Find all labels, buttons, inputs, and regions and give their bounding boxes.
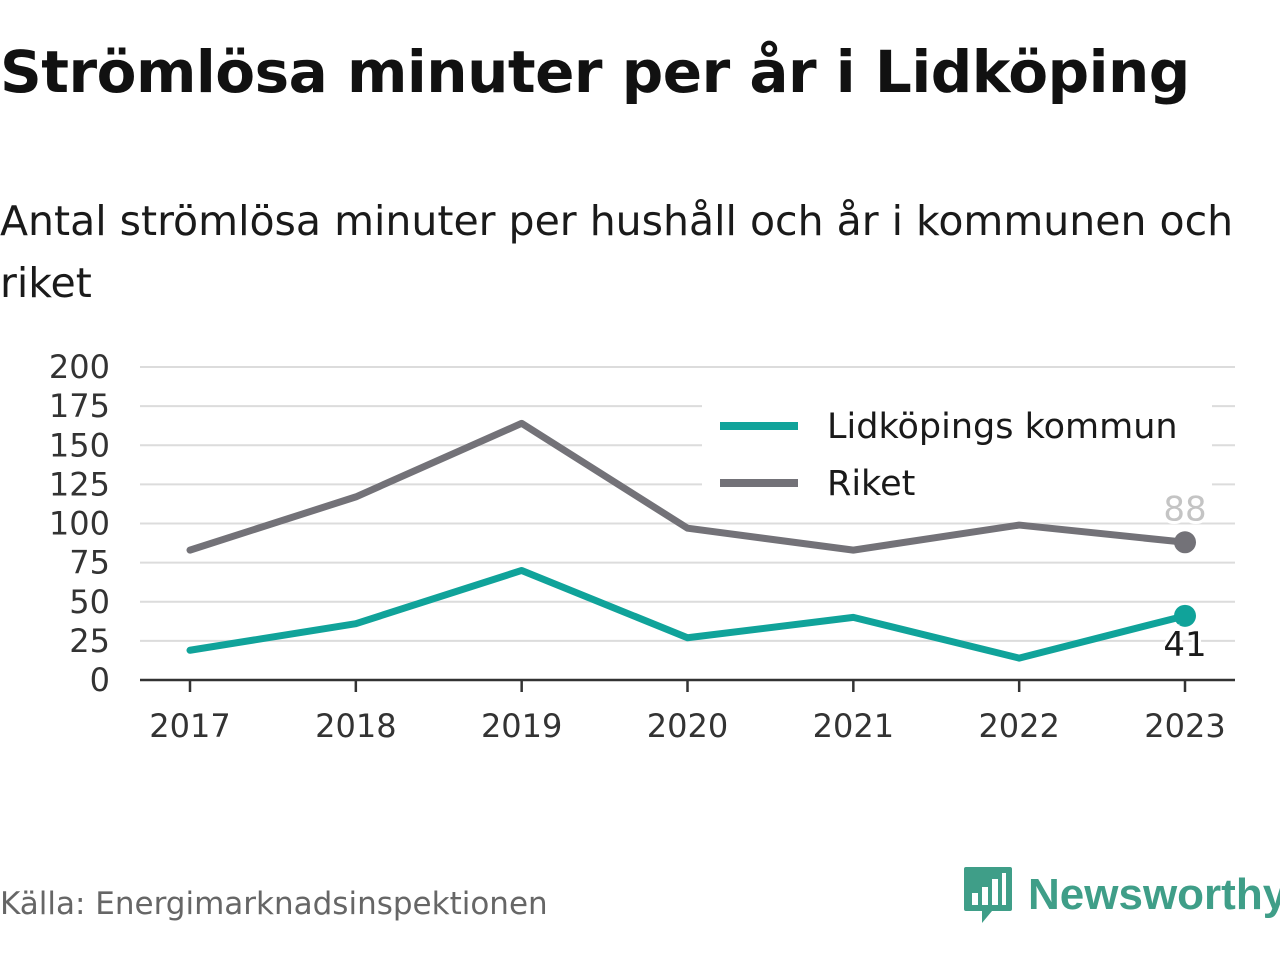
legend-label-lidk-pings-kommun: Lidköpings kommun — [827, 407, 1178, 447]
brand-logo: Newsworthy — [962, 862, 1280, 928]
newsworthy-logo-icon — [964, 867, 1012, 923]
legend-background — [702, 402, 1212, 514]
series-line-riket — [186, 419, 1189, 554]
series-line-lidk-pings-kommun — [186, 566, 1189, 662]
x-tick-label-2017: 2017 — [149, 707, 230, 745]
brand-name: Newsworthy — [1028, 870, 1280, 919]
chart-subtitle: Antal strömlösa minuter per hushåll och … — [0, 197, 1234, 307]
y-tick-label-50: 50 — [69, 583, 110, 621]
source-note: Källa: Energimarknadsinspektionen — [0, 886, 548, 922]
legend: Lidköpings kommun Riket — [702, 402, 1212, 514]
end-labels: 41 88 — [1160, 486, 1209, 668]
end-label-lidkopings-kommun: 41 — [1163, 625, 1206, 665]
x-tick-label-2022: 2022 — [978, 707, 1059, 745]
x-tick-label-2019: 2019 — [481, 707, 562, 745]
grid-lines — [140, 366, 1235, 642]
x-tick-label-2018: 2018 — [315, 707, 396, 745]
legend-label-riket: Riket — [827, 464, 915, 504]
chart-title: Strömlösa minuter per år i Lidköping — [0, 38, 1190, 106]
end-label-riket: 88 — [1163, 489, 1206, 529]
series-lines — [186, 419, 1196, 662]
y-tick-label-200: 200 — [49, 348, 110, 386]
y-tick-label-100: 100 — [49, 505, 110, 543]
x-tick-label-2021: 2021 — [813, 707, 894, 745]
y-tick-label-125: 125 — [49, 465, 110, 503]
y-tick-label-75: 75 — [69, 544, 110, 582]
series-end-point-riket — [1174, 531, 1196, 554]
y-tick-label-150: 150 — [49, 426, 110, 464]
series-end-point-lidk-pings-kommun — [1174, 604, 1196, 627]
x-axis: 2017 2018 2019 2020 2021 2022 2023 — [140, 678, 1235, 745]
y-tick-label-25: 25 — [69, 622, 110, 660]
x-tick-label-2023: 2023 — [1144, 707, 1225, 745]
x-tick-label-2020: 2020 — [647, 707, 728, 745]
y-tick-label-175: 175 — [49, 387, 110, 425]
y-tick-label-0: 0 — [90, 661, 110, 699]
